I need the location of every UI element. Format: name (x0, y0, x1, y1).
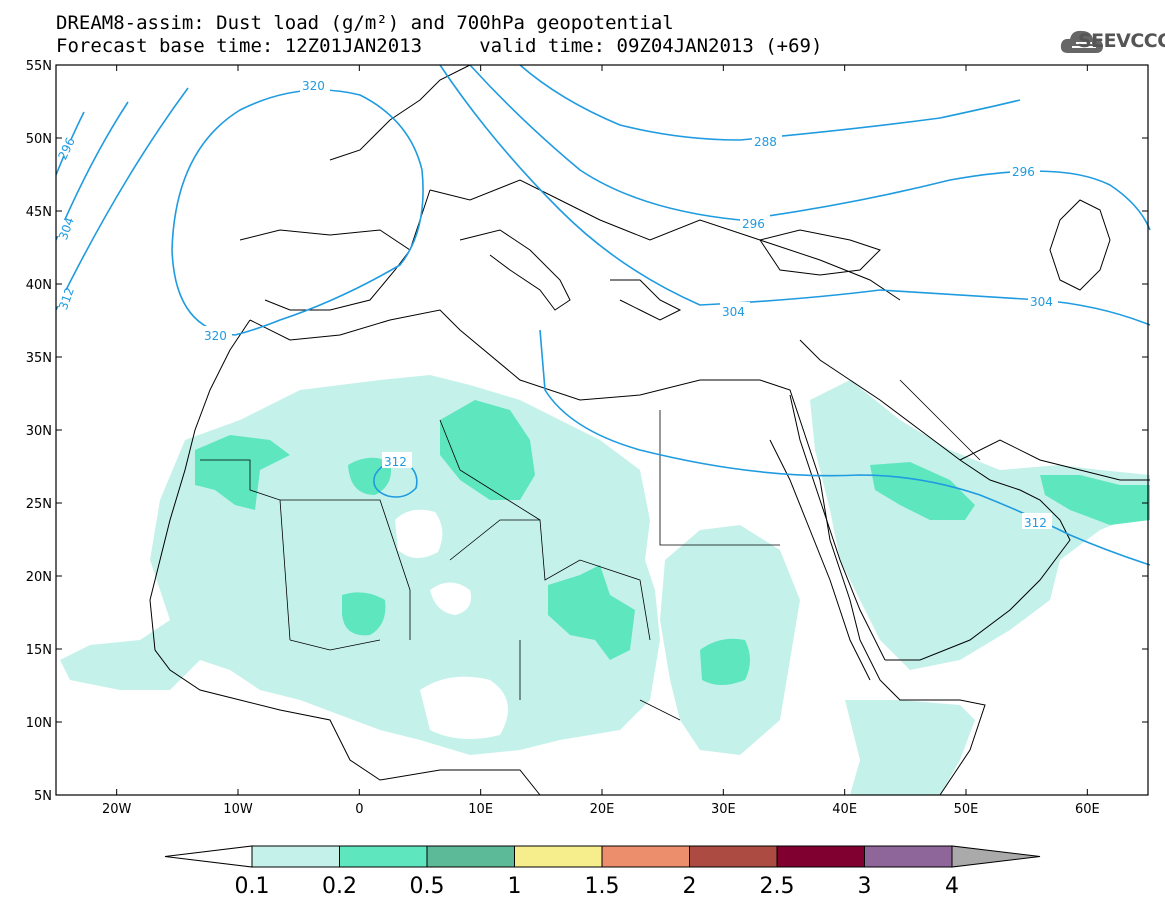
colorbar-label: 0.5 (410, 874, 445, 899)
contour-label: 304 (1030, 295, 1053, 309)
coastline-iberia (239, 229, 411, 311)
contour-label: 312 (56, 285, 77, 311)
dust-hole-2 (420, 676, 508, 739)
contour-label: 296 (742, 217, 765, 231)
dust-hole-3 (430, 582, 471, 615)
contour-296-east (469, 64, 1151, 231)
colorbar-label: 0.2 (322, 874, 357, 899)
coastline-italy (459, 229, 571, 311)
contour-312-west (55, 87, 189, 311)
lon-tick-label: 20W (102, 802, 132, 817)
contour-label-group: 320 296 304 312 320 288 296 296 304 304 … (55, 76, 1058, 530)
colorbar-swatch (864, 845, 953, 868)
contour-label: 312 (384, 455, 407, 469)
chart-subtitle: Forecast base time: 12Z01JAN2013 valid t… (56, 35, 823, 57)
contour-320-ring (171, 89, 424, 336)
colorbar-label: 4 (945, 874, 959, 899)
coastline-iran (959, 439, 1150, 481)
colorbar-swatch (776, 845, 865, 868)
lat-tick-label: 35N (26, 351, 52, 366)
contour-label: 296 (1012, 165, 1035, 179)
coastline-redsea (769, 394, 886, 681)
coastline-blacksea (759, 229, 881, 276)
contour-label: 304 (722, 305, 745, 319)
lat-tick-label: 20N (26, 570, 52, 585)
coastline-africa (249, 309, 986, 796)
contour-288 (519, 64, 1021, 141)
contour-304-east (439, 64, 1151, 326)
colorbar-label: 3 (858, 874, 872, 899)
lon-tick-label: 20E (590, 802, 615, 817)
dust-region-arabia (810, 380, 1150, 670)
colorbar-swatch (426, 845, 515, 868)
colorbar-swatch (251, 845, 340, 868)
lon-tick-label: 60E (1075, 802, 1100, 817)
coastline-europe (329, 64, 901, 301)
lon-tick-label: 10W (223, 802, 253, 817)
chart-title: DREAM8-assim: Dust load (g/m²) and 700hP… (56, 12, 674, 34)
colorbar-swatch (601, 845, 690, 868)
colorbar-over-arrow (951, 845, 1041, 868)
dust-core-center (348, 457, 391, 495)
lat-tick-label: 5N (34, 789, 52, 804)
dust-region-sahara-west (60, 375, 660, 755)
dust-core-algeria (440, 400, 535, 500)
lon-tick-label: 30E (711, 802, 736, 817)
colorbar-label: 1.5 (585, 874, 620, 899)
logo-text: SEEVCCC (1078, 30, 1165, 52)
lat-tick-label: 55N (26, 59, 52, 74)
colorbar-under-arrow (164, 845, 253, 868)
dust-core-chad (548, 565, 635, 660)
dust-region-horn (845, 700, 975, 795)
dust-core-oman (1040, 475, 1150, 525)
coastline-greece (610, 279, 682, 321)
lon-tick-label: 10E (468, 802, 493, 817)
geopotential-contours (55, 64, 1151, 566)
dust-hole-1 (395, 509, 443, 559)
contour-label: 312 (1024, 516, 1047, 530)
lat-tick-label: 10N (26, 716, 52, 731)
colorbar: 0.1 0.2 0.5 1 1.5 2 2.5 3 4 (164, 845, 1041, 899)
dust-core-morocco (195, 435, 290, 510)
borders (200, 379, 981, 721)
lon-tick-label: 0 (355, 802, 363, 817)
colorbar-swatch (689, 845, 778, 868)
lat-tick-label: 45N (26, 205, 52, 220)
lat-tick-label: 50N (26, 132, 52, 147)
lat-tick-label: 40N (26, 278, 52, 293)
lon-tick-label: 40E (832, 802, 857, 817)
colorbar-swatch (514, 845, 603, 868)
colorbar-label: 1 (508, 874, 522, 899)
lat-tick-label: 15N (26, 643, 52, 658)
colorbar-label: 2 (683, 874, 697, 899)
lat-tick-label: 25N (26, 497, 52, 512)
coastline-westafrica (149, 319, 541, 796)
colorbar-swatch (339, 845, 428, 868)
lat-tick-label: 30N (26, 424, 52, 439)
dust-core-mali (342, 592, 386, 636)
coastline-arabia (799, 339, 1071, 661)
lon-tick-label: 50E (954, 802, 979, 817)
contour-label: 288 (754, 135, 777, 149)
dust-core-sudan (700, 638, 750, 685)
contour-label: 320 (302, 79, 325, 93)
contour-label: 320 (204, 329, 227, 343)
contour-label: 304 (56, 215, 77, 241)
cloud-icon (1060, 30, 1103, 53)
axis-ticks: 20W 10W 0 10E 20E 30E 40E 50E 60E 55N 50N 45N 40N 35N… (26, 59, 1148, 817)
colorbar-label: 2.5 (760, 874, 795, 899)
coastline-caspian (1049, 199, 1111, 291)
contour-312-east (539, 329, 1151, 566)
colorbar-label: 0.1 (235, 874, 270, 899)
